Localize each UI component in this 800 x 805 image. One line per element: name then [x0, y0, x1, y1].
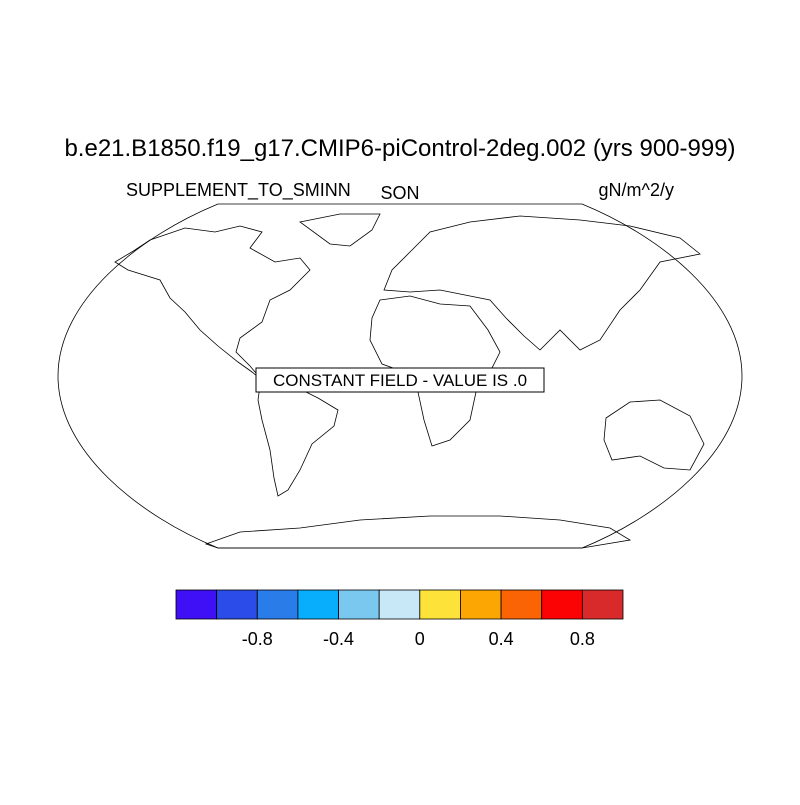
color-box [500, 589, 543, 620]
color-box [460, 589, 502, 620]
color-box [541, 589, 583, 620]
color-box [175, 589, 218, 620]
australia [603, 399, 705, 471]
africa [369, 295, 501, 447]
colorbar-tick-label: -0.8 [242, 629, 273, 649]
right-label: gN/m^2/y [599, 180, 674, 200]
eurasia [383, 215, 701, 351]
color-box [256, 589, 299, 620]
north-america [114, 225, 311, 381]
annotation: CONSTANT FIELD - VALUE IS .0 [273, 371, 527, 390]
antarctica [204, 515, 632, 549]
map [57, 203, 743, 549]
color-box [297, 589, 339, 620]
colorbar-tick-label: 0.4 [489, 629, 514, 649]
color-box [378, 589, 421, 620]
left-label: SUPPLEMENT_TO_SMINN [126, 180, 351, 201]
colorbar-tick-label: 0.8 [570, 629, 595, 649]
annotation-box [255, 367, 545, 393]
color-box [581, 589, 624, 620]
colorbar-tick-label: -0.4 [323, 629, 354, 649]
center-label: SON [380, 183, 419, 203]
greenland [299, 213, 381, 247]
title: b.e21.B1850.f19_g17.CMIP6-piControl-2deg… [64, 135, 735, 162]
color-box [419, 589, 461, 620]
colorbar: -0.8 -0.4 0 0.4 0.8 [175, 589, 624, 649]
colorbar-tick-label: 0 [415, 629, 425, 649]
color-box [338, 589, 380, 620]
color-box [216, 589, 258, 620]
south-america [257, 383, 339, 497]
